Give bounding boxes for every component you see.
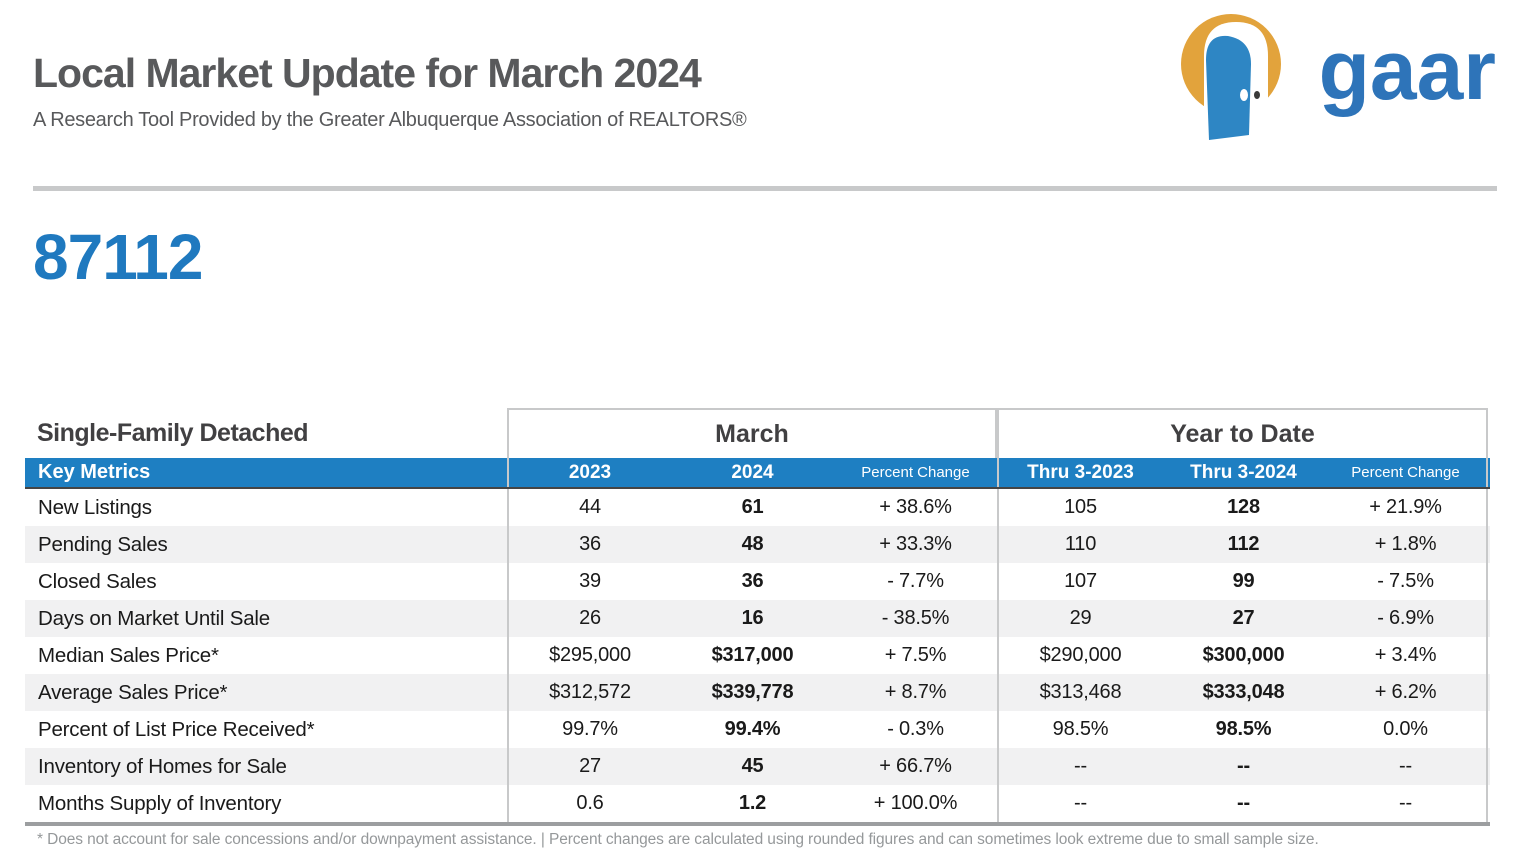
cell-value: 98.5% (997, 711, 1162, 748)
row-label: Months Supply of Inventory (38, 791, 282, 815)
column-header-thru-3-2024: Thru 3-2024 (1190, 461, 1297, 483)
page-title: Local Market Update for March 2024 (33, 50, 702, 96)
table-row: New Listings 44 61 + 38.6% 105 128 + 21.… (25, 489, 1490, 526)
column-header-thru-3-2023: Thru 3-2023 (997, 458, 1162, 487)
cell-value: 0.6 (507, 785, 671, 822)
cell-value: 99.7% (507, 711, 671, 748)
table-row: Days on Market Until Sale 26 16 - 38.5% … (25, 600, 1490, 637)
cell-value: 107 (997, 563, 1162, 600)
cell-value: -- (1237, 755, 1250, 777)
cell-value: + 3.4% (1325, 637, 1488, 674)
table-column-header-row: Key Metrics 2023 2024 Percent Change Thr… (25, 458, 1490, 489)
page-subtitle: A Research Tool Provided by the Greater … (33, 109, 747, 131)
cell-value: - 6.9% (1325, 600, 1488, 637)
row-label: Days on Market Until Sale (38, 606, 270, 630)
cell-value: $333,048 (1202, 681, 1285, 703)
cell-value: 99.4% (724, 718, 781, 740)
cell-value: - 7.5% (1325, 563, 1488, 600)
cell-value: + 1.8% (1325, 526, 1488, 563)
cell-value: 26 (507, 600, 671, 637)
cell-value: + 8.7% (884, 681, 947, 703)
cell-value: $313,468 (997, 674, 1162, 711)
cell-value: 110 (997, 526, 1162, 563)
cell-value: $339,778 (711, 681, 794, 703)
cell-value: + 21.9% (1325, 489, 1488, 526)
column-header-key-metrics: Key Metrics (38, 461, 151, 483)
header-divider (33, 186, 1497, 191)
cell-value: 112 (1227, 533, 1260, 555)
table-row: Months Supply of Inventory 0.6 1.2 + 100… (25, 785, 1490, 822)
cell-value: $300,000 (1202, 644, 1285, 666)
cell-value: 98.5% (1215, 718, 1272, 740)
column-header-2023: 2023 (507, 458, 671, 487)
cell-value: 45 (741, 755, 764, 777)
cell-value: 27 (507, 748, 671, 785)
cell-value: 99 (1232, 570, 1255, 592)
row-label: Closed Sales (38, 569, 157, 593)
cell-value: 128 (1227, 496, 1260, 518)
footnote: * Does not account for sale concessions … (37, 831, 1319, 848)
cell-value: 48 (741, 533, 764, 555)
zip-code: 87112 (33, 221, 203, 293)
cell-value: + 6.2% (1325, 674, 1488, 711)
row-label: Inventory of Homes for Sale (38, 754, 287, 778)
row-label: Pending Sales (38, 532, 168, 556)
cell-value: -- (1237, 792, 1250, 814)
cell-value: $317,000 (711, 644, 794, 666)
cell-value: + 7.5% (884, 644, 947, 666)
cell-value: 105 (997, 489, 1162, 526)
row-label: New Listings (38, 495, 152, 519)
cell-value: $312,572 (507, 674, 671, 711)
group-header-year-to-date: Year to Date (997, 408, 1488, 458)
cell-value: + 66.7% (879, 755, 952, 777)
cell-value: - 0.3% (887, 718, 944, 740)
door-circle-icon (1180, 14, 1281, 143)
cell-value: + 38.6% (879, 496, 952, 518)
group-header-march: March (507, 408, 997, 458)
cell-value: 27 (1232, 607, 1255, 629)
cell-value: 44 (507, 489, 671, 526)
column-header-percent-change-march: Percent Change (861, 464, 970, 481)
table-group-header-row: Single-Family Detached March Year to Dat… (25, 408, 1490, 458)
cell-value: 16 (741, 607, 764, 629)
cell-value: -- (1325, 785, 1488, 822)
column-header-2024: 2024 (731, 461, 774, 483)
table-row: Pending Sales 36 48 + 33.3% 110 112 + 1.… (25, 526, 1490, 563)
row-label: Percent of List Price Received* (38, 717, 315, 741)
cell-value: $295,000 (507, 637, 671, 674)
cell-value: $290,000 (997, 637, 1162, 674)
cell-value: - 7.7% (887, 570, 944, 592)
table-row: Closed Sales 39 36 - 7.7% 107 99 - 7.5% (25, 563, 1490, 600)
cell-value: + 33.3% (879, 533, 952, 555)
section-title: Single-Family Detached (37, 418, 309, 447)
cell-value: 39 (507, 563, 671, 600)
cell-value: - 38.5% (881, 607, 950, 629)
cell-value: -- (1325, 748, 1488, 785)
cell-value: -- (997, 785, 1162, 822)
cell-value: -- (997, 748, 1162, 785)
table-row: Average Sales Price* $312,572 $339,778 +… (25, 674, 1490, 711)
cell-value: 1.2 (738, 792, 767, 814)
market-metrics-table: Single-Family Detached March Year to Dat… (25, 408, 1490, 826)
cell-value: 61 (741, 496, 764, 518)
column-header-percent-change-ytd: Percent Change (1325, 458, 1488, 487)
cell-value: + 100.0% (873, 792, 958, 814)
cell-value: 0.0% (1325, 711, 1488, 748)
gaar-logo: gaar (1178, 8, 1496, 148)
table-body: New Listings 44 61 + 38.6% 105 128 + 21.… (25, 489, 1490, 822)
cell-value: 29 (997, 600, 1162, 637)
gaar-logo-text: gaar (1318, 23, 1496, 117)
table-row: Median Sales Price* $295,000 $317,000 + … (25, 637, 1490, 674)
header: Local Market Update for March 2024 A Res… (33, 50, 747, 132)
cell-value: 36 (507, 526, 671, 563)
row-label: Average Sales Price* (38, 680, 228, 704)
cell-value: 36 (741, 570, 764, 592)
row-label: Median Sales Price* (38, 643, 219, 667)
table-row: Percent of List Price Received* 99.7% 99… (25, 711, 1490, 748)
table-bottom-border (25, 822, 1490, 826)
table-row: Inventory of Homes for Sale 27 45 + 66.7… (25, 748, 1490, 785)
